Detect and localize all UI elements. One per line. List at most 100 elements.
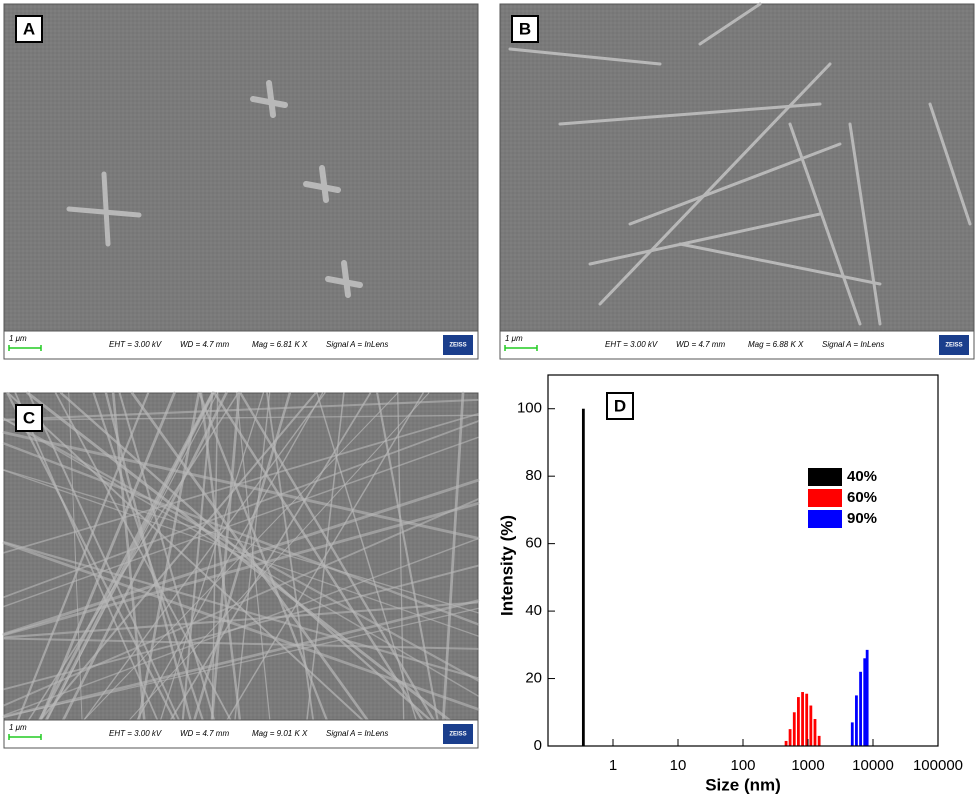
needle [508, 47, 662, 66]
fiber [68, 392, 83, 721]
info-mag: Mag = 6.81 K X [252, 340, 308, 349]
bar [859, 671, 862, 746]
bar [855, 695, 858, 746]
fiber [441, 391, 465, 722]
y-tick-label: 80 [525, 467, 542, 484]
scale-label: 1 μm [9, 334, 27, 343]
x-tick-label: 100 [730, 757, 755, 774]
fiber [2, 637, 480, 650]
info-mag: Mag = 9.01 K X [252, 729, 308, 738]
fiber [14, 392, 159, 721]
fiber [2, 541, 480, 680]
logo-box [939, 335, 969, 355]
x-axis-label: Size (nm) [705, 775, 781, 794]
x-tick-label: 1000 [791, 757, 824, 774]
needle [848, 122, 882, 326]
sem-image [499, 3, 975, 332]
x-tick-label: 10 [670, 757, 687, 774]
panel-label-box [511, 15, 539, 43]
info-bar [3, 719, 479, 749]
fiber [111, 391, 146, 722]
panel-label: C [23, 408, 35, 427]
fiber [7, 392, 364, 721]
y-axis-label: Intensity (%) [497, 515, 516, 616]
fiber [316, 392, 417, 721]
plot-frame [547, 374, 939, 747]
bar [805, 693, 809, 746]
fiber [136, 392, 324, 721]
panel-label: D [614, 396, 626, 415]
logo: ZEISS [945, 343, 962, 349]
bar [797, 697, 800, 746]
sem-panel: A 1 μm EHT = 3.00 kV WD = 4.7 mm Mag = 6.81 … [3, 3, 479, 360]
fiber [306, 392, 345, 721]
legend-swatch [808, 468, 842, 486]
fiber [2, 398, 480, 421]
sem-panel: C 1 μm EHT = 3.00 kV WD = 4.7 mm Mag = 9.01 … [2, 391, 480, 749]
fiber [38, 391, 215, 722]
logo-box [443, 724, 473, 744]
fiber [2, 442, 480, 626]
bar [788, 729, 792, 746]
info-signal: Signal A = InLens [326, 340, 388, 349]
fiber [128, 392, 430, 721]
info-signal: Signal A = InLens [326, 729, 388, 738]
y-tick-label: 100 [517, 400, 542, 417]
y-tick-label: 60 [525, 535, 542, 552]
info-eht: EHT = 3.00 kV [605, 340, 658, 349]
fiber [83, 392, 399, 721]
y-tick-label: 0 [534, 737, 542, 754]
bar [809, 705, 813, 746]
sem-panel: B 1 μm EHT = 3.00 kV WD = 4.7 mm Mag = 6.88 … [499, 2, 975, 360]
fiber [266, 392, 315, 721]
scale-bar [504, 345, 538, 351]
legend-label: 40% [847, 468, 877, 485]
sem-image [3, 3, 479, 332]
logo: ZEISS [449, 343, 466, 349]
bar [863, 658, 867, 746]
info-signal: Signal A = InLens [822, 340, 884, 349]
legend-label: 90% [847, 510, 877, 527]
panel-label-box [606, 392, 634, 420]
info-eht: EHT = 3.00 kV [109, 340, 162, 349]
x-tick-label: 100000 [913, 757, 963, 774]
crystal [66, 171, 142, 247]
info-wd: WD = 4.7 mm [180, 729, 229, 738]
info-eht: EHT = 3.00 kV [109, 729, 162, 738]
fiber [27, 392, 180, 721]
bar [581, 408, 585, 746]
fiber [130, 391, 369, 722]
crystal [325, 260, 363, 298]
bar [813, 719, 817, 746]
fiber [104, 391, 192, 722]
bar [801, 692, 804, 746]
legend-swatch [808, 510, 842, 528]
fiber [39, 392, 317, 721]
scale-label: 1 μm [9, 723, 27, 732]
legend-label: 60% [847, 489, 877, 506]
fiber [199, 391, 242, 722]
needle [558, 102, 822, 126]
fiber [159, 392, 264, 721]
fiber [62, 391, 228, 722]
y-tick-label: 40 [525, 602, 542, 619]
needle [598, 62, 832, 306]
crystal [250, 80, 288, 118]
info-bar [499, 330, 975, 360]
crystal [303, 165, 341, 203]
info-bar [3, 330, 479, 360]
panel-label: A [23, 19, 35, 38]
scale-label: 1 μm [505, 334, 523, 343]
bar [792, 712, 796, 746]
needle [788, 122, 862, 326]
bar [784, 740, 788, 746]
fiber [39, 391, 176, 722]
fiber [2, 431, 480, 540]
fiber [3, 469, 479, 614]
fiber [3, 414, 479, 421]
info-wd: WD = 4.7 mm [676, 340, 725, 349]
bar [865, 649, 869, 746]
fiber [6, 391, 176, 722]
fiber [54, 392, 232, 721]
fiber [3, 498, 479, 707]
